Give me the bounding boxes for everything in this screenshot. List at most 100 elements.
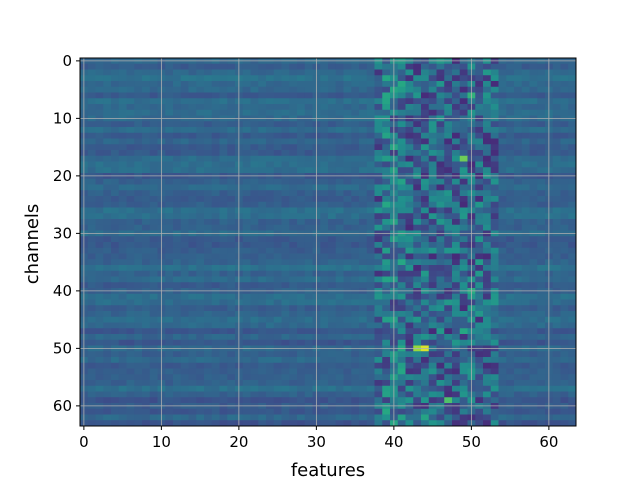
heatmap-cell	[436, 380, 445, 387]
heatmap-cell	[382, 63, 391, 70]
heatmap-cell	[142, 408, 151, 415]
heatmap-cell	[142, 150, 151, 157]
heatmap-cell	[258, 75, 267, 82]
heatmap-cell	[475, 138, 484, 145]
heatmap-cell	[87, 190, 96, 197]
heatmap-cell	[475, 276, 484, 283]
heatmap-cell	[266, 374, 275, 381]
heatmap-cell	[568, 311, 577, 318]
heatmap-cell	[211, 270, 220, 277]
heatmap-cell	[173, 351, 182, 358]
heatmap-cell	[188, 242, 197, 249]
heatmap-cell	[335, 328, 344, 335]
heatmap-cell	[258, 316, 267, 323]
heatmap-cell	[343, 259, 352, 266]
heatmap-cell	[366, 201, 375, 208]
heatmap-cell	[242, 167, 251, 174]
heatmap-cell	[142, 316, 151, 323]
heatmap-cell	[560, 219, 569, 226]
heatmap-cell	[219, 144, 228, 151]
heatmap-cell	[250, 339, 259, 346]
heatmap-cell	[452, 242, 461, 249]
heatmap-cell	[529, 81, 538, 88]
heatmap-cell	[374, 150, 383, 157]
heatmap-cell	[475, 305, 484, 312]
heatmap-cell	[444, 305, 453, 312]
heatmap-cell	[273, 391, 282, 398]
heatmap-cell	[366, 311, 375, 318]
heatmap-cell	[289, 104, 298, 111]
heatmap-cell	[475, 322, 484, 329]
heatmap-cell	[552, 253, 561, 260]
heatmap-cell	[142, 69, 151, 76]
heatmap-cell	[498, 397, 507, 404]
heatmap-cell	[266, 178, 275, 185]
heatmap-cell	[266, 351, 275, 358]
heatmap-cell	[498, 178, 507, 185]
heatmap-cell	[328, 339, 337, 346]
heatmap-cell	[397, 311, 406, 318]
heatmap-cell	[459, 253, 468, 260]
heatmap-cell	[397, 380, 406, 387]
heatmap-cell	[126, 351, 135, 358]
heatmap-cell	[142, 236, 151, 243]
heatmap-cell	[436, 397, 445, 404]
heatmap-cell	[165, 121, 174, 128]
heatmap-cell	[560, 178, 569, 185]
heatmap-cell	[258, 63, 267, 70]
heatmap-cell	[297, 167, 306, 174]
heatmap-cell	[529, 207, 538, 214]
heatmap-cell	[134, 161, 143, 168]
heatmap-cell	[475, 270, 484, 277]
heatmap-cell	[328, 247, 337, 254]
heatmap-cell	[219, 253, 228, 260]
heatmap-cell	[506, 207, 515, 214]
heatmap-cell	[328, 121, 337, 128]
heatmap-cell	[568, 75, 577, 82]
heatmap-cell	[552, 161, 561, 168]
heatmap-cell	[126, 138, 135, 145]
heatmap-cell	[304, 86, 313, 93]
heatmap-cell	[444, 81, 453, 88]
heatmap-cell	[405, 213, 414, 220]
heatmap-cell	[444, 109, 453, 116]
heatmap-cell	[149, 213, 158, 220]
heatmap-cell	[142, 328, 151, 335]
heatmap-cell	[258, 69, 267, 76]
heatmap-cell	[475, 184, 484, 191]
heatmap-cell	[266, 385, 275, 392]
heatmap-cell	[498, 121, 507, 128]
heatmap-cell	[560, 408, 569, 415]
heatmap-cell	[266, 311, 275, 318]
heatmap-cell	[134, 92, 143, 99]
heatmap-cell	[366, 104, 375, 111]
heatmap-cell	[452, 132, 461, 139]
heatmap-cell	[258, 334, 267, 341]
heatmap-cell	[335, 138, 344, 145]
heatmap-cell	[273, 374, 282, 381]
heatmap-cell	[289, 276, 298, 283]
heatmap-cell	[521, 253, 530, 260]
heatmap-cell	[560, 374, 569, 381]
heatmap-cell	[374, 86, 383, 93]
heatmap-cell	[266, 155, 275, 162]
heatmap-cell	[421, 368, 430, 375]
heatmap-cell	[87, 213, 96, 220]
heatmap-cell	[382, 339, 391, 346]
heatmap-cell	[297, 351, 306, 358]
heatmap-cell	[459, 339, 468, 346]
heatmap-cell	[118, 368, 127, 375]
heatmap-cell	[211, 334, 220, 341]
heatmap-cell	[428, 385, 437, 392]
heatmap-cell	[405, 282, 414, 289]
heatmap-cell	[87, 259, 96, 266]
heatmap-cell	[514, 414, 523, 421]
heatmap-cell	[204, 207, 213, 214]
heatmap-cell	[304, 265, 313, 272]
heatmap-cell	[103, 362, 112, 369]
heatmap-cell	[436, 282, 445, 289]
heatmap-cell	[444, 351, 453, 358]
heatmap-cell	[335, 339, 344, 346]
heatmap-cell	[413, 374, 422, 381]
